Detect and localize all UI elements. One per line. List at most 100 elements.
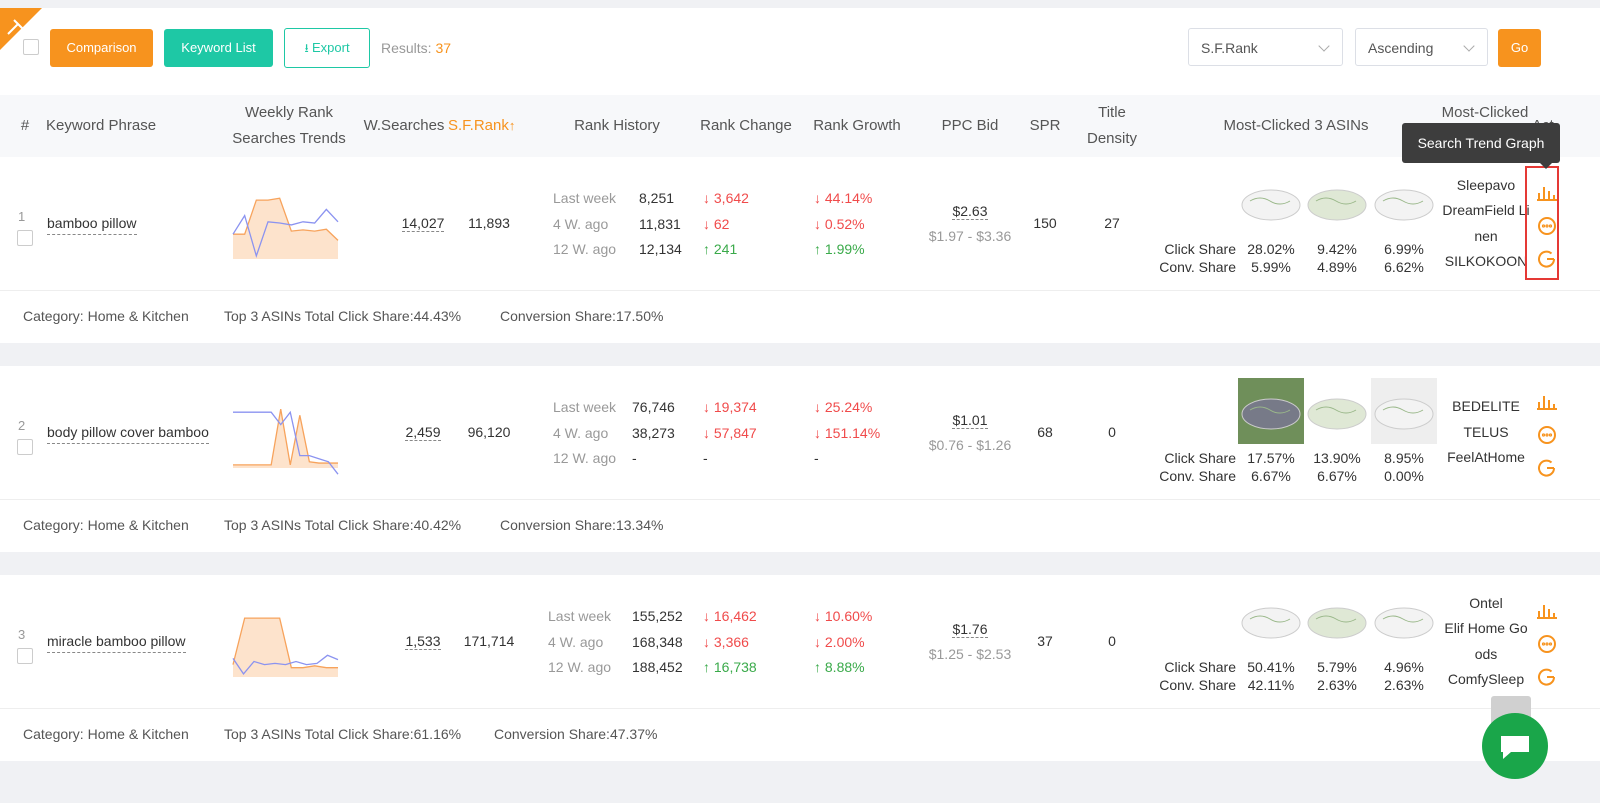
share-label: Click Share xyxy=(1164,241,1236,257)
column-header: Keyword Phrase xyxy=(46,117,157,134)
column-header: Rank Growth xyxy=(813,117,901,134)
arrow-icon: ↓ xyxy=(703,190,714,206)
keyword-text[interactable]: miracle bamboo pillow xyxy=(47,630,186,653)
rank-change: - xyxy=(703,450,708,466)
arrow-icon: ↓ xyxy=(703,424,714,441)
w-searches-value[interactable]: 1,533 xyxy=(405,633,441,650)
action-icons[interactable] xyxy=(1535,388,1559,480)
conv-share: 0.00% xyxy=(1384,468,1424,484)
history-rank: 155,252 xyxy=(632,608,683,624)
rank-change: ↓ 19,374 xyxy=(703,399,757,415)
history-rank: - xyxy=(632,450,637,466)
title-density: 27 xyxy=(1104,215,1120,231)
category: Category: Home & Kitchen xyxy=(23,308,189,324)
comparison-button[interactable]: Comparison xyxy=(50,29,153,67)
sort-order-select[interactable]: Ascending xyxy=(1355,28,1488,66)
asin-image[interactable] xyxy=(1304,587,1370,653)
asin-image[interactable] xyxy=(1371,378,1437,444)
results-label: Results: xyxy=(381,40,432,56)
rank-change-value: 62 xyxy=(713,215,730,232)
rank-change-value: 16,738 xyxy=(713,659,757,675)
title-density: 0 xyxy=(1108,633,1116,649)
row-index: 3 xyxy=(18,627,26,642)
asin-image[interactable] xyxy=(1304,175,1370,231)
history-rank: 76,746 xyxy=(632,399,675,415)
arrow-icon: ↓ xyxy=(703,608,714,624)
ppc-bid-value: $2.63 xyxy=(952,203,988,220)
rank-change: ↓ 3,642 xyxy=(703,190,749,206)
keyword: bamboo pillow xyxy=(47,157,217,290)
history-rank: 168,348 xyxy=(632,633,683,650)
asin-image[interactable] xyxy=(1371,587,1437,653)
table-header: # Keyword Phrase Weekly Rank Searches Tren… xyxy=(0,95,1600,158)
keyword-list-button[interactable]: Keyword List xyxy=(164,29,273,67)
w-searches-value[interactable]: 14,027 xyxy=(401,215,445,232)
row-checkbox[interactable] xyxy=(17,230,33,246)
results-count: 37 xyxy=(435,40,452,56)
export-button[interactable]: ⭳ Export xyxy=(284,28,370,68)
asin-image[interactable] xyxy=(1238,378,1304,444)
sparkline-line xyxy=(232,654,339,675)
rank-growth: ↓ 10.60% xyxy=(814,608,872,624)
action-icons[interactable] xyxy=(1535,597,1559,689)
brand: Elif Home Goods xyxy=(1444,620,1528,662)
asin-image[interactable] xyxy=(1371,175,1437,231)
asin-image[interactable] xyxy=(1304,378,1370,444)
w-searches: 2,459 xyxy=(360,424,486,441)
click-share: 8.95% xyxy=(1384,450,1424,466)
sparkline xyxy=(233,408,339,475)
column-header: Rank History xyxy=(574,117,660,134)
w-searches-value[interactable]: 2,459 xyxy=(405,424,441,441)
keyword-text[interactable]: bamboo pillow xyxy=(47,212,137,235)
asin-image[interactable] xyxy=(1238,587,1304,653)
toolbar: Comparison Keyword List ⭳ Export Results… xyxy=(0,8,1600,95)
click-share: 6.99% xyxy=(1384,241,1424,257)
rank-change: ↓ 16,462 xyxy=(703,608,757,624)
rank-growth-value: 8.88% xyxy=(824,659,865,675)
arrow-icon: ↑ xyxy=(703,659,714,675)
column-header: Rank Change xyxy=(700,117,792,134)
conversion-share: Conversion Share:47.37% xyxy=(494,726,658,742)
row-checkbox[interactable] xyxy=(17,648,33,664)
keyword-row: 2 body pillow cover bamboo 2,459 96,120 Last… xyxy=(0,366,1600,500)
click-share: 50.41% xyxy=(1247,659,1295,675)
row-checkbox[interactable] xyxy=(17,439,33,455)
arrow-icon: ↓ xyxy=(814,424,825,441)
arrow-icon: ↓ xyxy=(814,190,825,206)
rank-growth: ↓ 44.14% xyxy=(814,190,872,206)
action-icons[interactable] xyxy=(1535,179,1559,271)
asin-image[interactable] xyxy=(1238,175,1304,231)
category-bar: Category: Home & Kitchen Top 3 ASINs Tota… xyxy=(0,709,1600,761)
click-share: 5.79% xyxy=(1317,659,1357,675)
column-header: Most-Clicked 3 ASINs xyxy=(1223,117,1369,134)
keyword-text[interactable]: body pillow cover bamboo xyxy=(47,421,209,444)
conversion-share: Conversion Share:13.34% xyxy=(500,517,664,533)
column-header: S.F.Rank↑ xyxy=(448,117,516,134)
column-header: W.Searches xyxy=(363,117,445,134)
sf-rank: 171,714 xyxy=(463,633,515,649)
history-period: Last week xyxy=(553,399,617,415)
chat-button[interactable] xyxy=(1481,712,1549,780)
select-all-checkbox[interactable] xyxy=(23,39,39,55)
arrow-icon: ↓ xyxy=(814,215,825,232)
arrow-icon: ↓ xyxy=(814,633,825,650)
sort-field-select[interactable]: S.F.Rank xyxy=(1188,28,1343,66)
brands: BEDELITE TELUS FeelAtHome xyxy=(1442,366,1530,499)
column-header: Title Density xyxy=(1086,104,1138,147)
tooltip-arrow xyxy=(1540,163,1552,169)
go-button[interactable]: Go xyxy=(1498,29,1541,67)
rank-change-value: 3,642 xyxy=(713,190,749,206)
click-share: 13.90% xyxy=(1313,450,1361,466)
click-share: 9.42% xyxy=(1317,241,1357,257)
history-period: 4 W. ago xyxy=(553,215,609,232)
rank-growth-value: 25.24% xyxy=(824,399,873,415)
sparkline-line xyxy=(233,410,339,475)
share-label: Conv. Share xyxy=(1159,468,1236,484)
history-period: Last week xyxy=(553,190,617,206)
click-share: 17.57% xyxy=(1247,450,1295,466)
total-click-share: Top 3 ASINs Total Click Share:61.16% xyxy=(224,726,462,742)
ppc-bid: $2.63 xyxy=(910,203,1030,220)
arrow-icon: ↓ xyxy=(703,633,714,650)
conv-share: 2.63% xyxy=(1384,677,1424,693)
export-label: Export xyxy=(311,40,350,55)
